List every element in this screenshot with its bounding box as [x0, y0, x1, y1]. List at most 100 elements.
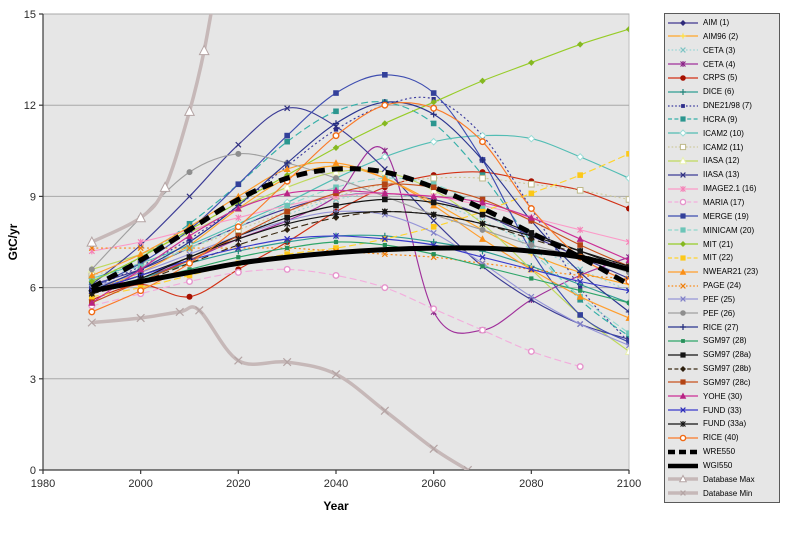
- legend-swatch: [668, 268, 698, 275]
- legend-item: WGI550: [668, 459, 776, 472]
- series-database-min: [87, 305, 473, 470]
- y-tick-label: 3: [30, 374, 36, 386]
- series-wre550: [90, 166, 629, 290]
- legend-swatch: [668, 129, 698, 137]
- legend-label: SGM97 (28a): [703, 350, 752, 360]
- legend-item: NWEAR21 (23): [668, 265, 776, 278]
- legend-swatch: [668, 171, 698, 178]
- legend-swatch: [668, 213, 698, 219]
- legend-item: MIT (21): [668, 238, 776, 251]
- legend-swatch: [668, 365, 698, 372]
- series-rice-40: [88, 101, 629, 316]
- legend-label: DNE21/98 (7): [703, 101, 752, 111]
- legend-label: FUND (33): [703, 405, 742, 415]
- legend-item: HCRA (9): [668, 113, 776, 126]
- legend-item: MIT (22): [668, 251, 776, 264]
- legend-label: IIASA (12): [703, 156, 740, 166]
- x-tick-label: 2040: [324, 478, 348, 490]
- legend-item: CETA (4): [668, 58, 776, 71]
- legend-swatch: [668, 474, 698, 483]
- legend-swatch: [668, 324, 698, 331]
- legend-swatch: [668, 227, 698, 233]
- legend-item: ICAM2 (11): [668, 141, 776, 154]
- x-axis-title: Year: [323, 499, 349, 513]
- series-database-max: [86, 14, 213, 247]
- legend-swatch: [668, 352, 698, 358]
- legend-swatch: [668, 75, 698, 81]
- legend-swatch: [668, 32, 698, 40]
- legend-swatch: [668, 241, 698, 247]
- legend-swatch: [668, 310, 698, 317]
- series-wgi550: [91, 245, 629, 294]
- legend-item: CETA (3): [668, 44, 776, 57]
- legend-item: PEF (26): [668, 307, 776, 320]
- legend-swatch: [668, 339, 698, 343]
- legend-label: IMAGE2.1 (16): [703, 184, 757, 194]
- legend-item: SGM97 (28a): [668, 348, 776, 361]
- y-tick-label: 12: [24, 100, 36, 112]
- legend-label: FUND (33a): [703, 419, 747, 429]
- legend-item: MINICAM (20): [668, 224, 776, 237]
- legend-label: AIM96 (2): [703, 31, 739, 41]
- legend-item: Database Max: [668, 473, 776, 486]
- legend-label: CETA (4): [703, 59, 736, 69]
- legend-label: WGI550: [703, 461, 733, 470]
- legend-label: RICE (40): [703, 433, 739, 443]
- legend-swatch: [668, 47, 698, 54]
- legend-label: RICE (27): [703, 322, 739, 332]
- legend-item: RICE (40): [668, 431, 776, 444]
- legend-label: SGM97 (28b): [703, 364, 752, 374]
- legend-label: MINICAM (20): [703, 225, 755, 235]
- legend-swatch: [668, 103, 698, 108]
- y-tick-label: 15: [24, 9, 36, 21]
- legend-swatch: [668, 143, 698, 151]
- x-tick-label: 2100: [617, 478, 641, 490]
- legend-swatch: [668, 463, 698, 468]
- legend-label: PEF (25): [703, 294, 736, 304]
- legend-label: CETA (3): [703, 45, 736, 55]
- y-tick-label: 0: [30, 465, 36, 477]
- legend-item: IIASA (12): [668, 154, 776, 167]
- legend-label: PEF (26): [703, 308, 736, 318]
- legend-swatch: [668, 282, 698, 289]
- legend-swatch: [668, 490, 698, 497]
- legend-label: HCRA (9): [703, 114, 738, 124]
- legend-label: WRE550: [703, 447, 736, 457]
- legend-item: FUND (33): [668, 404, 776, 417]
- legend-item: SGM97 (28b): [668, 362, 776, 375]
- legend-label: SGM97 (28): [703, 336, 747, 346]
- legend-item: SGM97 (28): [668, 334, 776, 347]
- legend-label: ICAM2 (11): [703, 142, 744, 152]
- legend-label: SGM97 (28c): [703, 377, 751, 387]
- legend-label: PAGE (24): [703, 281, 742, 291]
- legend-item: CRPS (5): [668, 71, 776, 84]
- legend-item: AIM96 (2): [668, 30, 776, 43]
- legend-swatch: [668, 88, 698, 95]
- legend-label: IIASA (13): [703, 170, 740, 180]
- x-tick-label: 2000: [128, 478, 152, 490]
- legend-label: ICAM2 (10): [703, 128, 744, 138]
- legend-swatch: [668, 185, 698, 192]
- legend-item: RICE (27): [668, 321, 776, 334]
- y-tick-label: 6: [30, 283, 36, 295]
- legend-label: CRPS (5): [703, 73, 738, 83]
- legend-label: MIT (22): [703, 253, 734, 263]
- legend: AIM (1) AIM96 (2) CETA (3) CETA (4) CRPS (5)…: [664, 13, 780, 503]
- legend-swatch: [668, 156, 698, 165]
- legend-swatch: [668, 434, 698, 442]
- legend-label: Database Min: [703, 488, 753, 498]
- legend-swatch: [668, 449, 698, 454]
- x-tick-label: 1980: [31, 478, 55, 490]
- legend-label: DICE (6): [703, 87, 735, 97]
- legend-item: PEF (25): [668, 293, 776, 306]
- legend-swatch: [668, 116, 698, 123]
- line-chart-plot: 1980 2000 2020 2040 2060 2080 2100 0 3 6 9 12 15: [24, 9, 641, 490]
- legend-item: PAGE (24): [668, 279, 776, 292]
- legend-item: DNE21/98 (7): [668, 99, 776, 112]
- series-yohe-30: [88, 186, 629, 306]
- legend-swatch: [668, 420, 698, 427]
- legend-item: IMAGE2.1 (16): [668, 182, 776, 195]
- legend-item: Database Min: [668, 487, 776, 500]
- legend-swatch: [668, 61, 698, 68]
